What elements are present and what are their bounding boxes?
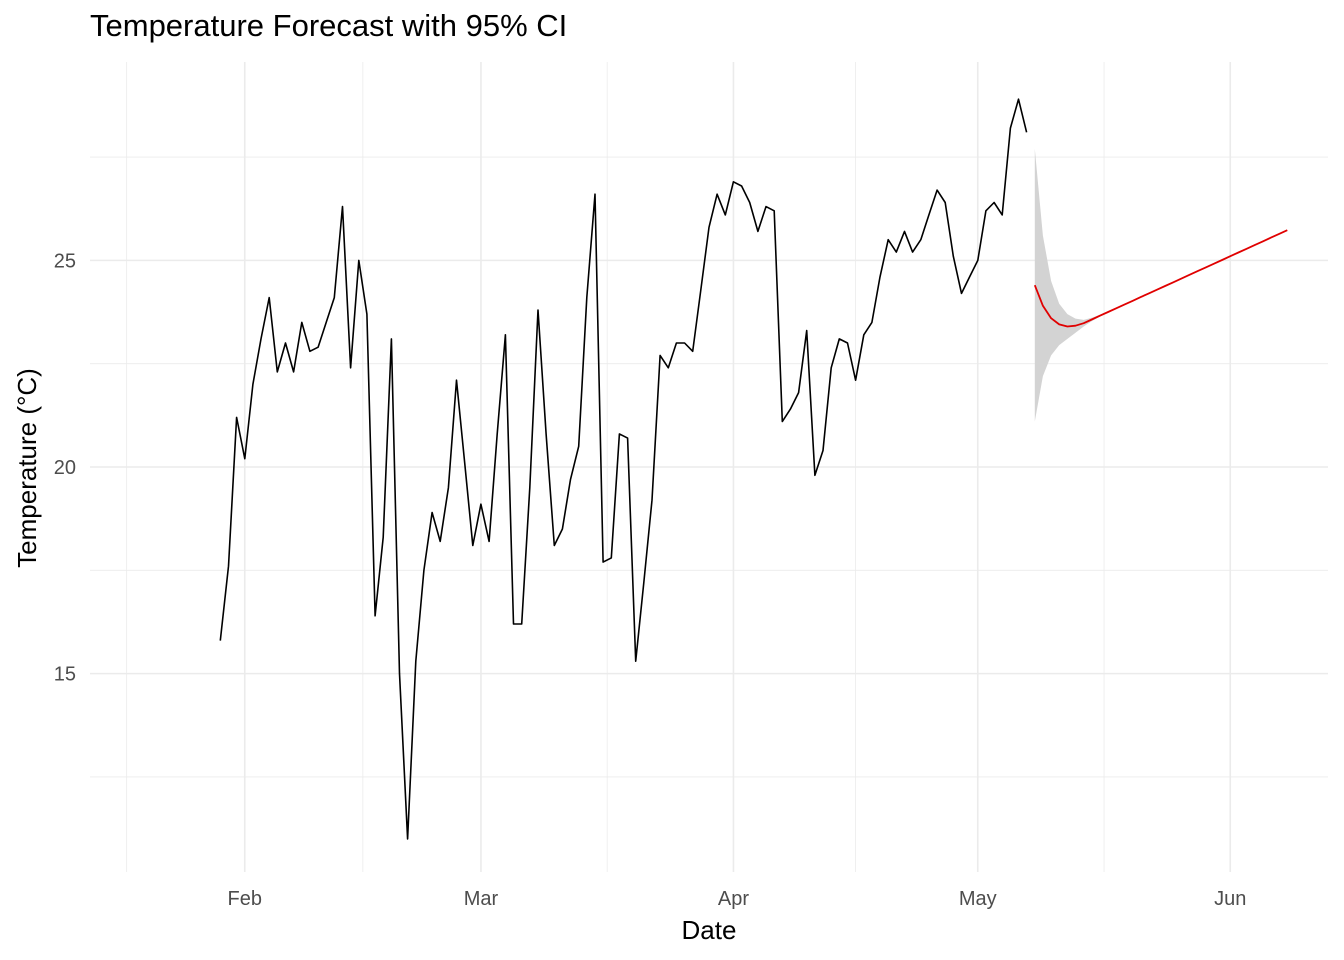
observed-series-line	[219, 98, 1028, 840]
forecast-series-line	[1033, 229, 1288, 328]
x-axis-ticks: Feb Mar Apr May Jun	[228, 888, 1247, 910]
x-tick-label: Feb	[228, 888, 262, 910]
chart-title: Temperature Forecast with 95% CI	[90, 8, 568, 43]
x-axis-title: Date	[682, 915, 737, 945]
y-tick-label: 25	[54, 250, 76, 272]
y-tick-label: 20	[54, 457, 76, 479]
y-tick-label: 15	[54, 664, 76, 686]
grid-lines	[90, 62, 1328, 872]
y-axis-title: Temperature (°C)	[12, 368, 42, 568]
x-tick-label: May	[959, 888, 997, 910]
x-tick-label: Mar	[464, 888, 499, 910]
x-tick-label: Apr	[718, 888, 749, 910]
confidence-band	[1034, 148, 1288, 422]
y-axis-ticks: 15 20 25	[54, 250, 76, 685]
ci-band-area	[1034, 148, 1288, 422]
series-lines	[219, 98, 1288, 840]
x-tick-label: Jun	[1214, 888, 1246, 910]
